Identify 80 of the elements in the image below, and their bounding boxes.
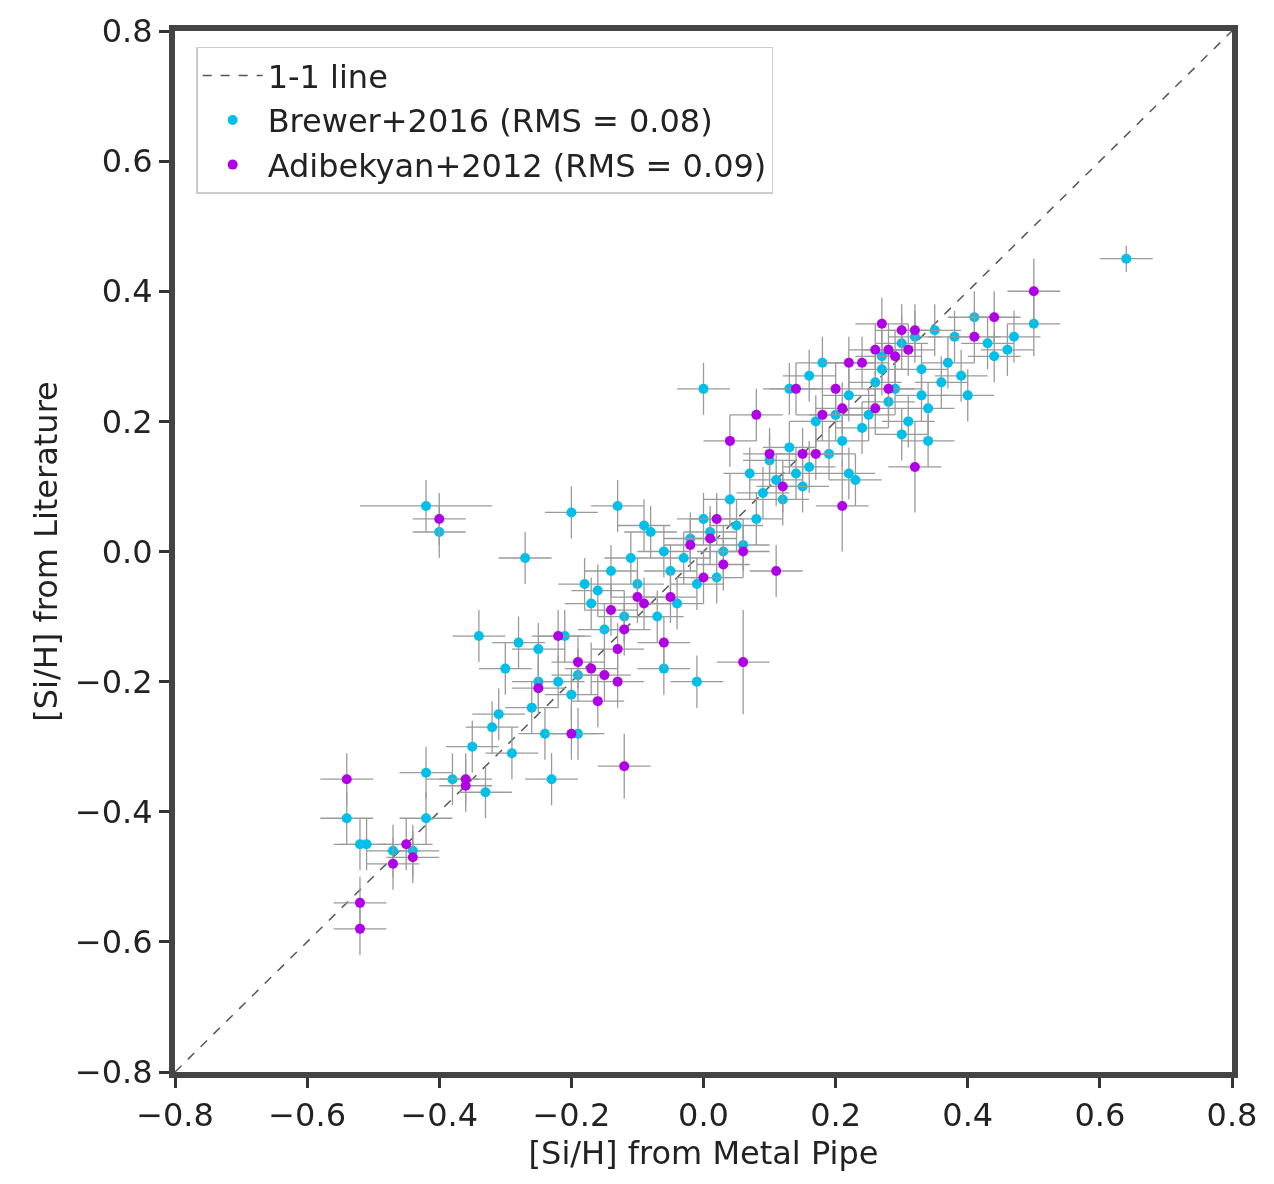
- y-tick-label: −0.8: [74, 1053, 153, 1092]
- point: [909, 461, 920, 472]
- point: [751, 409, 762, 420]
- y-tick-label: 0.2: [101, 402, 153, 441]
- point: [738, 657, 749, 668]
- point: [401, 839, 412, 850]
- legend-label: Brewer+2016 (RMS = 0.08): [267, 102, 713, 141]
- point: [817, 409, 828, 420]
- point: [606, 605, 617, 616]
- y-tick-label: 0.0: [101, 532, 153, 571]
- point: [619, 624, 630, 635]
- point: [790, 383, 801, 394]
- legend-label: Adibekyan+2012 (RMS = 0.09): [267, 147, 767, 186]
- point: [718, 559, 729, 570]
- point: [658, 637, 669, 648]
- point: [665, 592, 676, 603]
- point: [612, 644, 623, 655]
- point: [619, 761, 630, 772]
- point: [883, 383, 894, 394]
- point: [612, 676, 623, 687]
- legend-label: 1-1 line: [267, 57, 388, 96]
- x-tick-label: 0.8: [1206, 1096, 1258, 1135]
- point: [632, 592, 643, 603]
- y-axis-title: [Si/H] from Literature: [26, 381, 65, 722]
- point: [896, 325, 907, 336]
- point: [837, 500, 848, 511]
- point: [909, 325, 920, 336]
- x-tick-label: −0.6: [268, 1096, 346, 1135]
- point: [903, 344, 914, 355]
- point: [341, 774, 352, 785]
- point: [553, 631, 564, 642]
- point: [738, 546, 749, 557]
- point: [830, 383, 841, 394]
- y-tick-label: 0.8: [101, 12, 153, 51]
- point: [870, 344, 881, 355]
- point: [969, 331, 980, 342]
- point: [533, 683, 544, 694]
- point: [810, 448, 821, 459]
- point: [876, 318, 887, 329]
- point: [724, 435, 735, 446]
- point: [711, 513, 722, 524]
- x-tick-label: 0.0: [678, 1096, 729, 1135]
- point: [989, 312, 1000, 323]
- point: [705, 533, 716, 544]
- point: [797, 448, 808, 459]
- point: [837, 403, 848, 414]
- x-axis-title: [Si/H] from Metal Pipe: [528, 1134, 879, 1173]
- point: [354, 897, 365, 908]
- x-tick-label: 0.2: [810, 1096, 862, 1135]
- x-tick-label: 0.4: [942, 1096, 994, 1135]
- point: [586, 663, 597, 674]
- point: [870, 403, 881, 414]
- point: [698, 572, 709, 583]
- point: [354, 923, 365, 934]
- y-tick-label: −0.4: [74, 792, 153, 831]
- y-tick-label: −0.2: [74, 662, 153, 701]
- point: [566, 728, 577, 739]
- x-tick-label: −0.4: [400, 1096, 479, 1135]
- point: [639, 598, 650, 609]
- point: [388, 858, 399, 869]
- point: [434, 513, 445, 524]
- point: [599, 670, 610, 681]
- point: [572, 657, 583, 668]
- point: [764, 448, 775, 459]
- point: [843, 357, 854, 368]
- point: [771, 566, 782, 577]
- x-tick-label: 0.6: [1074, 1096, 1126, 1135]
- point: [883, 344, 894, 355]
- x-tick-label: −0.2: [532, 1096, 611, 1135]
- point: [407, 852, 418, 863]
- point: [1028, 286, 1039, 297]
- point: [592, 696, 603, 707]
- point: [685, 539, 696, 550]
- y-tick-label: 0.4: [101, 272, 153, 311]
- point: [890, 351, 901, 362]
- y-tick-label: 0.6: [101, 142, 153, 181]
- y-tick-label: −0.6: [74, 923, 153, 962]
- point: [857, 357, 868, 368]
- point: [777, 481, 788, 492]
- x-tick-label: −0.8: [136, 1096, 214, 1135]
